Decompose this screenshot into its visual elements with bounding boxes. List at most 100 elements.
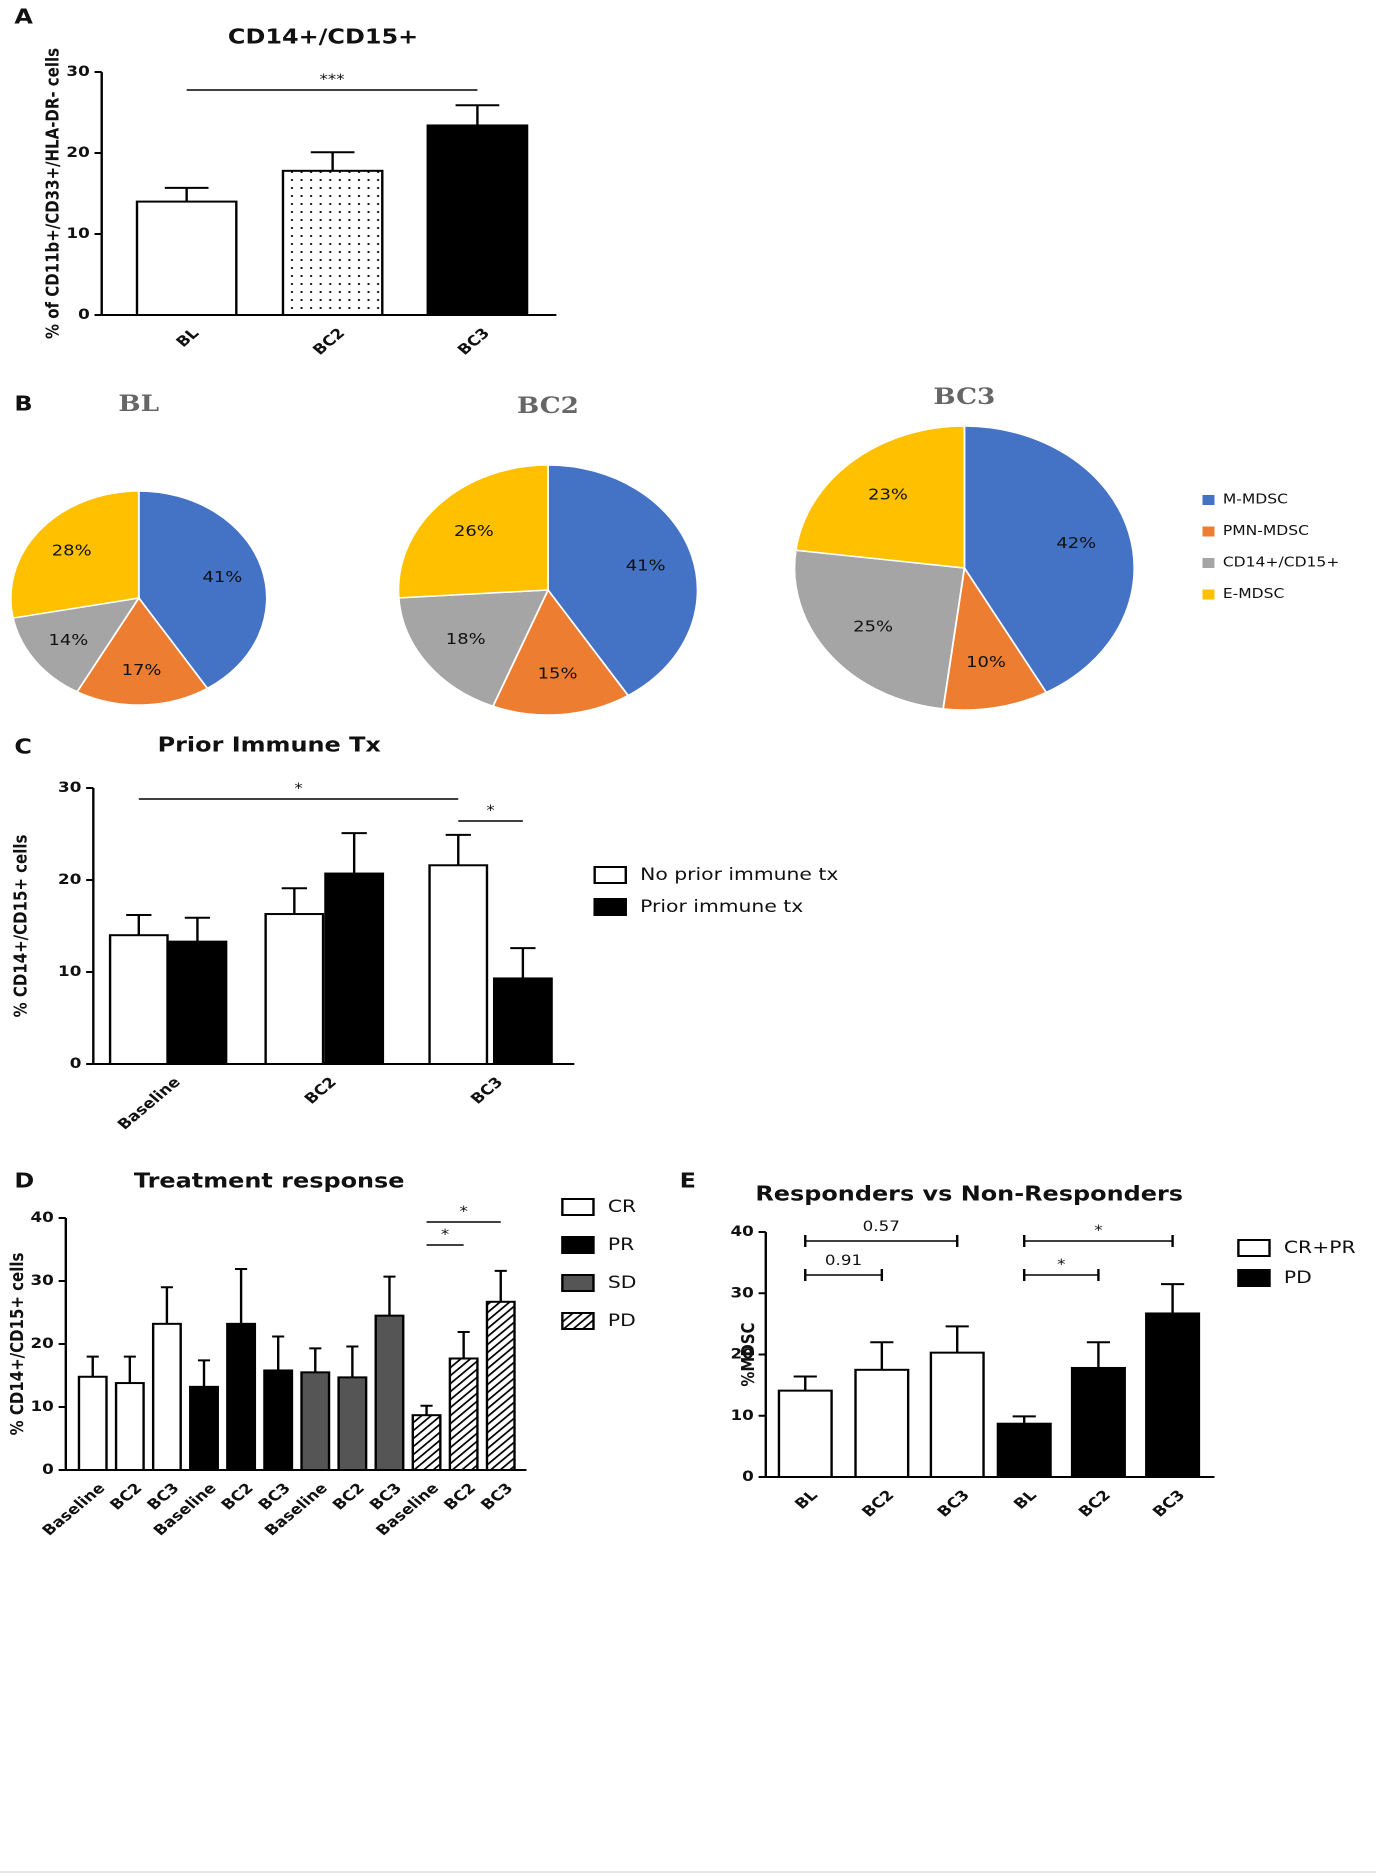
pie-value-label: 17% — [122, 661, 162, 678]
x-tick-label: BC2 — [106, 1480, 146, 1513]
pie-slice — [397, 464, 549, 599]
panel-label: E — [680, 1170, 696, 1193]
y-axis-label: % of CD11b+/CD33+/HLA-DR- cells — [42, 48, 63, 339]
bar — [492, 977, 553, 1065]
error-bar — [346, 1345, 359, 1378]
legend-swatch — [561, 1274, 595, 1292]
chart-title: Treatment response — [134, 1170, 405, 1193]
pie-title: BC3 — [933, 383, 995, 409]
chart-title: Responders vs Non-Responders — [755, 1183, 1183, 1206]
pie-value-label: 23% — [868, 486, 908, 503]
legend-label: CR+PR — [1284, 1238, 1356, 1257]
y-tick-label: 10 — [66, 225, 89, 241]
significance-label: * — [294, 780, 303, 796]
bar — [167, 940, 228, 1066]
bar — [929, 1351, 985, 1478]
pie-slice — [794, 425, 966, 569]
x-tick-label: BC3 — [454, 325, 494, 358]
legend-label: CR — [608, 1197, 636, 1216]
pie-slice — [963, 425, 1136, 694]
bar — [135, 200, 238, 317]
pie-slice — [11, 596, 141, 693]
x-tick-label: BC2 — [440, 1480, 480, 1513]
pie-slice — [9, 490, 140, 619]
error-bar — [309, 1347, 322, 1373]
pie-slice — [793, 549, 966, 710]
bar — [374, 1314, 405, 1472]
x-tick-label: Baseline — [114, 1074, 184, 1133]
y-tick-label: 20 — [58, 871, 81, 887]
bar — [226, 1322, 257, 1471]
y-tick-label: 0 — [42, 1461, 54, 1477]
pie-title: BL — [118, 390, 159, 416]
legend-swatch — [1237, 1239, 1271, 1257]
chart-title: CD14+/CD15+ — [228, 26, 418, 49]
y-tick-label: 30 — [731, 1285, 754, 1301]
y-tick-label: 20 — [66, 144, 89, 160]
legend-swatch — [1202, 526, 1215, 537]
x-tick-label: BC3 — [467, 1074, 507, 1107]
legend-label: CD14+/CD15+ — [1223, 556, 1340, 571]
x-tick-label: BC3 — [934, 1487, 974, 1520]
significance-caps — [804, 1235, 959, 1247]
pie-value-label: 41% — [626, 557, 666, 574]
legend-swatch — [1202, 558, 1215, 568]
legend-swatch — [593, 898, 627, 916]
bar — [485, 1300, 516, 1472]
error-bar — [510, 947, 536, 979]
error-bar — [383, 1275, 396, 1316]
error-bar — [341, 832, 367, 874]
pie-value-label: 10% — [966, 653, 1006, 670]
bar — [1145, 1312, 1201, 1479]
bar — [77, 1375, 108, 1472]
error-bar — [793, 1375, 817, 1391]
legend-swatch — [593, 866, 627, 884]
legend-swatch — [1237, 1269, 1271, 1287]
legend-label: SD — [608, 1273, 637, 1292]
pie-value-label: 42% — [1056, 534, 1096, 551]
x-tick-label: BC2 — [1075, 1487, 1115, 1520]
bar — [114, 1382, 145, 1472]
error-bar — [86, 1355, 99, 1377]
significance-caps — [1023, 1235, 1174, 1247]
pie-value-label: 14% — [48, 631, 88, 648]
y-tick-label: 20 — [31, 1335, 54, 1351]
x-tick-label: BC2 — [858, 1487, 898, 1520]
y-tick-label: 40 — [731, 1223, 754, 1239]
significance-caps — [1023, 1269, 1100, 1281]
error-bar — [455, 104, 500, 126]
pie-slice — [491, 588, 630, 716]
error-bar — [272, 1335, 285, 1371]
legend-swatch — [561, 1312, 595, 1330]
chart-title: Prior Immune Tx — [158, 734, 381, 757]
y-tick-label: 0 — [78, 306, 90, 322]
error-bar — [445, 833, 471, 866]
y-tick-label: 0 — [742, 1468, 754, 1484]
pie-value-label: 25% — [853, 618, 893, 635]
bar — [324, 872, 385, 1065]
bar — [448, 1357, 479, 1471]
y-tick-label: 30 — [58, 779, 81, 795]
bar — [411, 1414, 442, 1471]
x-tick-label: BC2 — [309, 325, 349, 358]
legend-label: Prior immune tx — [640, 897, 803, 916]
error-bar — [494, 1269, 507, 1302]
panel-label: C — [14, 736, 32, 759]
x-tick-label: BL — [1010, 1487, 1041, 1512]
error-bar — [197, 1359, 211, 1387]
pie-value-label: 41% — [202, 568, 242, 585]
y-tick-label: 10 — [31, 1398, 54, 1414]
error-bar — [164, 186, 209, 202]
error-bar — [123, 1355, 136, 1384]
bar — [426, 124, 529, 316]
bar — [263, 1369, 294, 1471]
legend-label: No prior immune tx — [640, 865, 838, 884]
error-bar — [457, 1331, 470, 1359]
significance-label: * — [459, 1203, 468, 1219]
y-tick-label: 10 — [731, 1407, 754, 1423]
x-tick-label: BC3 — [477, 1480, 517, 1513]
pie-title: BC2 — [517, 392, 579, 418]
bar — [1070, 1366, 1126, 1478]
x-tick-label: BC2 — [329, 1480, 369, 1513]
